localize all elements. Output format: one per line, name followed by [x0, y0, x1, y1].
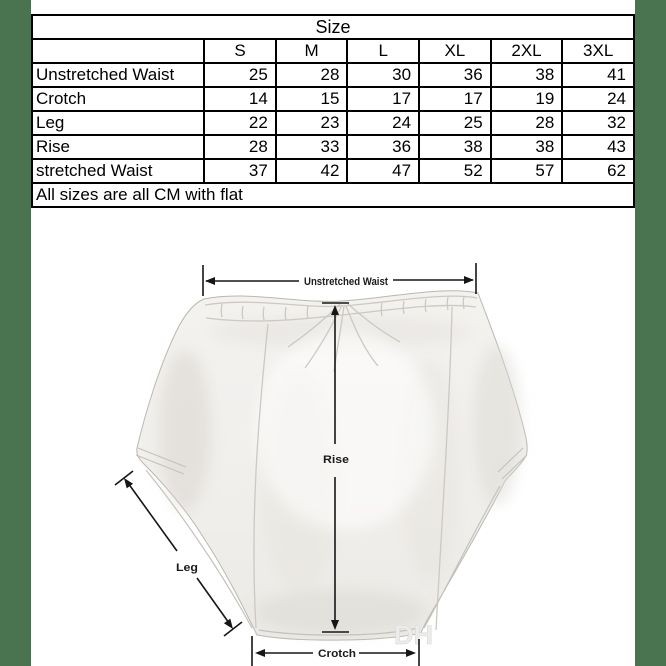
size-chart-footnote: All sizes are all CM with flat — [31, 182, 635, 208]
center-gather-folds — [287, 303, 401, 373]
leg-line-upper — [127, 482, 178, 552]
value-cell: 17 — [418, 86, 492, 112]
left-green-border — [0, 0, 31, 666]
value-cell: 25 — [418, 110, 492, 136]
value-cell: 28 — [489, 110, 564, 136]
row-label: Crotch — [30, 86, 206, 112]
left-panel-seam — [253, 323, 269, 629]
table-title: Size — [31, 14, 635, 40]
title-row: Size — [31, 14, 635, 40]
value-cell: 41 — [561, 62, 635, 88]
value-cell: 62 — [561, 158, 635, 184]
watermark-text: DH — [394, 620, 433, 650]
rise-measurement-annotation: Rise — [322, 302, 349, 633]
column-header-m: M — [274, 38, 349, 64]
crotch-label: Crotch — [318, 648, 356, 660]
value-cell: 24 — [346, 110, 421, 136]
garment-illustration — [135, 290, 528, 641]
leg-bottom-tick — [223, 621, 243, 637]
row-label: Rise — [30, 134, 206, 160]
size-chart-table: Size S M L XL 2XL 3XL Unstretched Waist 25 28 30… — [30, 14, 635, 208]
leg-arrowhead-lower — [223, 618, 233, 629]
value-cell: 25 — [203, 62, 277, 88]
right-green-border — [635, 0, 666, 666]
value-cell: 33 — [274, 134, 349, 160]
crotch-measurement-annotation: Crotch — [251, 636, 420, 666]
value-cell: 15 — [274, 86, 349, 112]
right-leg-opening-edge — [423, 485, 501, 629]
value-cell: 30 — [346, 62, 421, 88]
column-header-l: L — [346, 38, 421, 64]
shading — [255, 590, 425, 634]
value-cell: 37 — [203, 158, 277, 184]
value-cell: 23 — [274, 110, 349, 136]
table-row: Rise 28 33 36 38 38 43 — [30, 134, 635, 160]
rise-arrowhead-up — [331, 305, 339, 315]
column-header-xl: XL — [418, 38, 492, 64]
column-header-3xl: 3XL — [561, 38, 635, 64]
column-header-s: S — [203, 38, 277, 64]
leg-label: Leg — [176, 562, 198, 574]
table-row: Unstretched Waist 25 28 30 36 38 41 — [30, 62, 635, 88]
left-cuff-hem — [135, 447, 187, 475]
empty-corner-cell — [30, 38, 206, 64]
column-header-2xl: 2XL — [489, 38, 564, 64]
waist-arrowhead-left — [205, 277, 215, 285]
value-cell: 38 — [489, 134, 564, 160]
right-cuff-hem — [497, 447, 528, 480]
highlight — [255, 330, 435, 530]
value-cell: 47 — [346, 158, 421, 184]
value-cell: 24 — [561, 86, 635, 112]
rise-arrowhead-down — [331, 620, 339, 630]
right-panel-seam — [435, 306, 453, 631]
value-cell: 28 — [203, 134, 277, 160]
shading — [473, 345, 521, 505]
value-cell: 32 — [561, 110, 635, 136]
row-label: stretched Waist — [30, 158, 206, 184]
value-cell: 38 — [489, 62, 564, 88]
size-columns-row: S M L XL 2XL 3XL — [30, 38, 635, 64]
measurement-diagram: DH Unstretched Waist Rise Leg — [114, 263, 528, 666]
waistband-inner-edge — [205, 304, 477, 322]
table-row: Crotch 14 15 17 17 19 24 — [30, 86, 635, 112]
waistband-gathers — [220, 295, 465, 321]
leg-measurement-annotation: Leg — [114, 470, 243, 637]
value-cell: 14 — [203, 86, 277, 112]
value-cell: 43 — [561, 134, 635, 160]
footnote-row: All sizes are all CM with flat — [31, 182, 635, 208]
row-label: Leg — [30, 110, 206, 136]
waist-measurement-annotation: Unstretched Waist — [202, 263, 477, 296]
shading — [159, 350, 211, 510]
value-cell: 19 — [489, 86, 564, 112]
value-cell: 28 — [274, 62, 349, 88]
rise-label: Rise — [323, 454, 349, 466]
value-cell: 36 — [346, 134, 421, 160]
left-leg-opening-edge — [145, 469, 253, 629]
crotch-arrowhead-right — [406, 649, 416, 657]
table-row: Leg 22 23 24 25 28 32 — [30, 110, 635, 136]
waist-arrowhead-right — [464, 276, 474, 284]
table-row: stretched Waist 37 42 47 52 57 62 — [30, 158, 635, 184]
waist-label: Unstretched Waist — [304, 276, 388, 288]
value-cell: 57 — [489, 158, 564, 184]
value-cell: 22 — [203, 110, 277, 136]
value-cell: 52 — [418, 158, 492, 184]
value-cell: 42 — [274, 158, 349, 184]
value-cell: 38 — [418, 134, 492, 160]
waistband-roll-edge — [204, 295, 478, 308]
size-chart-body: Unstretched Waist 25 28 30 36 38 41 Crotch 14 15 1… — [30, 62, 635, 184]
row-label: Unstretched Waist — [30, 62, 206, 88]
leg-line-lower — [196, 577, 230, 624]
crotch-arrowhead-left — [255, 649, 265, 657]
bottom-hem — [258, 627, 419, 636]
value-cell: 36 — [418, 62, 492, 88]
value-cell: 17 — [346, 86, 421, 112]
